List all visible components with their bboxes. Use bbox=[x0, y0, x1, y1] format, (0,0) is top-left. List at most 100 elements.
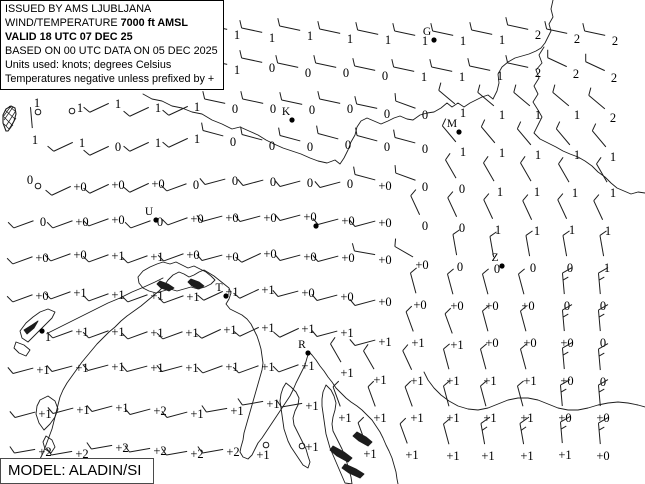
station: 0 bbox=[410, 189, 428, 233]
wind-barb-half-tick bbox=[505, 55, 509, 64]
station-temperature: 1 bbox=[459, 70, 465, 84]
wind-barb-half-tick bbox=[355, 22, 359, 31]
station-temperature: +1 bbox=[111, 249, 124, 263]
station: 1 bbox=[162, 100, 200, 116]
station: +1 bbox=[47, 403, 90, 417]
wind-barb-half-tick bbox=[161, 448, 167, 456]
wind-barb-half-tick bbox=[443, 343, 450, 350]
wind-barb-half-tick bbox=[199, 178, 206, 185]
station: 1 bbox=[520, 156, 540, 199]
station: +1 bbox=[232, 360, 275, 374]
station-temperature: 1 bbox=[499, 33, 505, 47]
station-temperature: 0 bbox=[27, 173, 33, 187]
wind-barb-half-tick bbox=[237, 179, 244, 186]
wind-barb-half-tick bbox=[394, 165, 397, 174]
wind-barb-half-tick bbox=[311, 330, 318, 337]
wind-barb-staff bbox=[127, 331, 148, 340]
wind-barb-staff bbox=[597, 423, 601, 445]
wind-barb-full-tick bbox=[560, 379, 571, 386]
wind-barb-staff bbox=[520, 162, 532, 182]
wind-barb-half-tick bbox=[47, 407, 54, 414]
wind-barb-staff bbox=[238, 365, 259, 374]
wind-barb-staff bbox=[354, 220, 376, 227]
station: +1 bbox=[480, 416, 495, 463]
station-temperature: 0 bbox=[600, 336, 606, 350]
station: 1 bbox=[45, 330, 51, 344]
wind-barb-half-tick bbox=[196, 366, 204, 374]
wind-barb-half-tick bbox=[82, 219, 90, 227]
station: +1 bbox=[349, 335, 392, 349]
wind-barb-half-tick bbox=[429, 59, 433, 68]
station-temperature: 0 bbox=[422, 142, 428, 156]
station-temperature: +1 bbox=[305, 399, 318, 413]
station-temperature: 0 bbox=[347, 177, 353, 191]
city-dot-icon bbox=[499, 263, 505, 269]
station-temperature: 1 bbox=[155, 101, 161, 115]
wind-barb-full-tick bbox=[598, 343, 609, 350]
station-temperature: +0 bbox=[301, 286, 314, 300]
station: +0 bbox=[157, 248, 200, 262]
station-temperature: +1 bbox=[185, 326, 198, 340]
wind-barb-half-tick bbox=[405, 305, 413, 313]
wind-barb-half-tick bbox=[445, 153, 451, 161]
station-temperature: +0 bbox=[73, 180, 86, 194]
calm-wind-icon bbox=[34, 182, 42, 190]
wind-barb-half-tick bbox=[544, 21, 548, 30]
station: +2 bbox=[124, 444, 167, 458]
station: +1 bbox=[86, 401, 129, 415]
station-temperature: +1 bbox=[305, 440, 318, 454]
station: 0 bbox=[160, 178, 199, 192]
wind-barb-half-tick bbox=[44, 292, 52, 300]
wind-barb-half-tick bbox=[394, 238, 397, 247]
station-temperature: 2 bbox=[574, 32, 580, 46]
station: 1 bbox=[591, 123, 616, 164]
station-temperature: 1 bbox=[495, 223, 501, 237]
wind-barb-staff bbox=[279, 180, 301, 187]
wind-barb-staff bbox=[88, 218, 109, 227]
station: +1 bbox=[156, 361, 199, 375]
wind-barb-staff bbox=[51, 450, 73, 456]
station: 1 bbox=[557, 193, 575, 237]
wind-barb-staff bbox=[53, 141, 73, 152]
city-dot-icon bbox=[153, 217, 159, 223]
wind-barb-half-tick bbox=[588, 87, 592, 96]
station-temperature: +0 bbox=[415, 258, 428, 272]
wind-barb-half-tick bbox=[83, 187, 91, 194]
wind-barb-half-tick bbox=[505, 17, 509, 26]
wind-barb-half-tick bbox=[196, 254, 203, 261]
station: 0 bbox=[597, 267, 609, 313]
station-temperature: +1 bbox=[363, 447, 376, 461]
wind-barb-half-tick bbox=[483, 156, 489, 164]
wind-barb-staff bbox=[279, 135, 301, 142]
station-temperature: +0 bbox=[263, 211, 276, 225]
wind-barb-half-tick bbox=[279, 92, 283, 101]
wind-barb-half-tick bbox=[598, 313, 605, 318]
station: +1 bbox=[233, 321, 275, 337]
station: +1 bbox=[520, 343, 537, 388]
wind-barb-half-tick bbox=[272, 290, 279, 297]
calm-wind-icon bbox=[262, 441, 270, 449]
model-name: MODEL: ALADIN/SI bbox=[8, 462, 142, 479]
station: 1 bbox=[68, 101, 83, 115]
wind-barb-full-tick bbox=[598, 417, 609, 424]
wind-barb-staff bbox=[126, 365, 148, 372]
station: +0 bbox=[6, 251, 49, 265]
station: +0 bbox=[394, 238, 429, 272]
station: 0 bbox=[447, 191, 465, 235]
wind-barb-half-tick bbox=[438, 82, 442, 91]
station-temperature: 2 bbox=[612, 34, 618, 48]
station: +0 bbox=[45, 180, 87, 196]
wind-barb-half-tick bbox=[598, 426, 605, 431]
wind-barb-half-tick bbox=[233, 292, 241, 299]
wind-barb-half-tick bbox=[121, 365, 128, 372]
station-temperature: 0 bbox=[422, 108, 428, 122]
station-temperature: +0 bbox=[111, 213, 124, 227]
wind-barb-staff bbox=[588, 94, 606, 110]
station: 1 bbox=[123, 101, 161, 117]
wind-barb-staff bbox=[127, 255, 148, 264]
wind-barb-staff bbox=[163, 253, 184, 262]
station-temperature: +1 bbox=[483, 411, 496, 425]
station-temperature: 0 bbox=[422, 180, 428, 194]
wind-barb-half-tick bbox=[196, 215, 203, 222]
station: +1 bbox=[196, 360, 239, 374]
